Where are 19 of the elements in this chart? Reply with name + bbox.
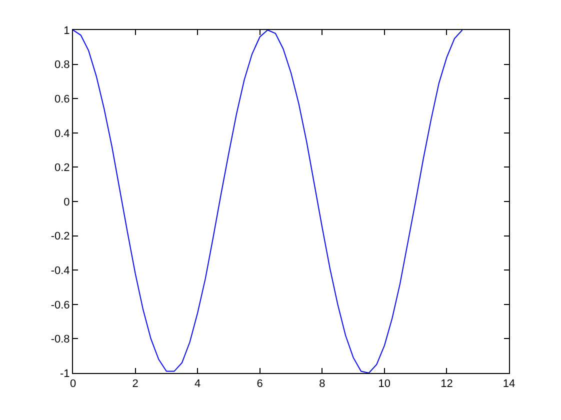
y-tick-label: -0.6 <box>50 299 70 312</box>
y-tick-label: 1 <box>64 24 70 37</box>
y-tick-label: -0.2 <box>50 230 70 243</box>
y-tick-label: 0.6 <box>54 93 70 106</box>
line-series <box>73 30 463 373</box>
x-tick-label: 14 <box>502 378 516 390</box>
x-tick-label: 4 <box>194 378 201 390</box>
y-tick-label: 0.2 <box>54 162 70 174</box>
y-tick-label: -0.4 <box>50 264 70 277</box>
y-tick-label: -1 <box>60 368 70 380</box>
y-tick-label: 0 <box>64 196 70 208</box>
x-tick-label: 12 <box>440 378 453 390</box>
y-tick-label: 0.8 <box>54 59 70 72</box>
x-tick-label: 6 <box>256 378 263 390</box>
y-tick-label: -0.8 <box>50 334 70 346</box>
y-tick-label: 0.4 <box>54 128 70 140</box>
x-tick-label: 8 <box>319 378 326 390</box>
x-tick-label: 2 <box>132 378 138 390</box>
x-tick-label: 10 <box>378 378 391 390</box>
